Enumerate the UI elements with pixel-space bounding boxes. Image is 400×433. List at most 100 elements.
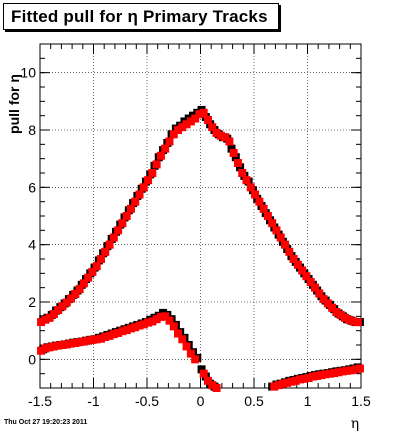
data-point-red [203,115,212,124]
tick-labels: -1.5 -1 -0.5 0 0.5 1 1.5 0 2 4 6 8 10 [20,65,371,409]
data-point-red [276,233,285,242]
data-point-red [300,374,309,383]
data-point-red [148,317,157,326]
data-point-red [131,323,140,332]
data-point-red [135,190,144,199]
data-point-red [79,337,88,346]
data-point-red [242,176,251,185]
data-point-red [84,336,93,345]
data-point-red [310,283,319,292]
data-point-red [71,338,80,347]
data-point-red [92,335,101,344]
x-tick-label: -1.5 [28,393,52,409]
data-point-red [161,144,170,153]
data-point-red [156,151,165,160]
data-point-red [328,303,337,312]
data-point-red [302,272,311,281]
y-tick-label: 4 [28,237,36,253]
data-point-red [165,316,174,325]
data-point-red [169,130,178,139]
data-point-red [71,289,80,298]
data-point-red [122,326,131,335]
data-point-red [238,169,247,177]
data-point-red [338,367,347,376]
data-point-red [330,369,339,378]
data-point-red [144,176,153,185]
data-point-red [67,294,76,303]
data-point-red [126,204,135,213]
data-point-red [122,212,131,220]
data-point-red [135,321,144,330]
x-tick-label: 0 [197,393,205,409]
data-point-red [293,260,302,269]
data-markers [37,105,364,392]
data-point-red [79,279,88,288]
data-point-red [114,328,123,337]
data-point-red [272,226,281,235]
data-point-red [351,365,360,374]
y-tick-label: 0 [28,351,36,367]
data-point-red [315,289,324,298]
x-tick-label: 0.5 [244,393,264,409]
data-point-red [199,369,208,378]
data-point-red [54,306,63,315]
data-point-red [118,219,127,228]
data-point-red [347,366,356,375]
x-tick-label: -1 [87,393,100,409]
data-point-red [343,366,352,375]
chart-title: Fitted pull for η Primary Tracks [11,7,268,26]
data-point-red [199,108,208,117]
data-point-red [263,212,272,220]
data-point-red [131,197,140,206]
y-tick-label: 10 [20,65,36,81]
data-point-red [191,114,200,123]
data-point-black [227,144,236,153]
data-point-red [246,183,255,192]
x-tick-label: 1.5 [351,393,371,409]
data-point-red [221,133,230,142]
data-point-red [58,302,67,311]
data-point-red [317,371,326,380]
data-point-black [197,365,206,374]
data-point-red [349,317,358,326]
data-point-red [126,324,135,333]
data-point-red [144,318,153,327]
data-point-red [152,160,161,169]
data-point-red [88,267,97,276]
data-point-red [334,368,343,377]
data-point-red [49,342,58,351]
data-point-red [169,322,178,331]
data-point-red [96,255,105,263]
data-point-red [313,371,322,380]
data-point-red [49,310,58,319]
data-point-red [321,370,330,379]
x-tick-label: 1 [304,393,312,409]
data-point-red [41,344,50,353]
data-point-red [308,372,317,381]
data-point-red [296,375,305,384]
data-point-red [304,373,313,382]
data-point-red [37,346,46,355]
data-point-red [353,318,362,327]
data-point-black [231,153,240,162]
data-point-red [109,330,118,339]
data-point-red [109,233,118,242]
data-point-red [148,169,157,177]
data-point-red [182,342,191,351]
data-point-red [195,110,204,119]
data-point-red [208,123,217,132]
data-point-red [233,158,242,167]
data-point-red [118,327,127,336]
data-point-red [319,295,328,304]
data-point-red [37,318,46,327]
data-point-red [165,137,174,146]
data-point-red [255,197,264,206]
data-point-red [229,148,238,157]
data-point-red [105,240,114,249]
data-point-red [270,382,279,391]
data-point-red [291,376,300,385]
data-point-red [84,273,93,282]
data-point-red [191,355,200,364]
data-point-red [58,341,67,349]
